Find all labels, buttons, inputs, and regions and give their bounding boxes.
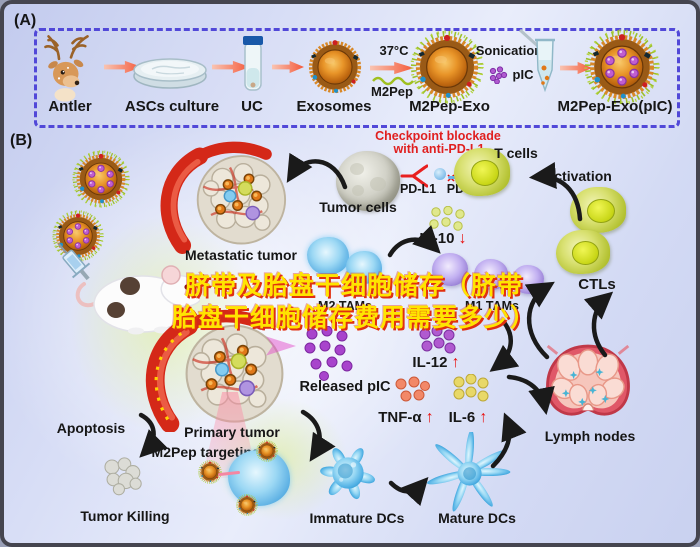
step-label-ascs-culture: ASCs culture [124, 98, 220, 115]
m2pep-exosome-icon [410, 30, 484, 104]
arrow-activation [528, 162, 583, 222]
up-arrow-icon: ↑ [451, 354, 460, 371]
sonication-label: Sonication [475, 43, 543, 58]
primary-tumor-label: Primary tumor [184, 424, 280, 440]
apoptosis-label: Apoptosis [56, 420, 126, 436]
tumor-cell [336, 151, 400, 211]
temperature-label: 37°C [379, 43, 409, 58]
cytokine-dots-orange [395, 376, 430, 402]
step-label-uc: UC [241, 98, 263, 115]
sonication-tube-icon [535, 38, 555, 93]
released-pic-label: Released pIC [299, 379, 391, 395]
checkpoint-label-line1: Checkpoint blockade [375, 129, 501, 143]
watermark-line1: 脐带及胎盘干细胞储存（脐带 [184, 272, 523, 300]
m2pep-peptide-icon [372, 76, 414, 86]
arrow-il6-to-lymph [506, 374, 555, 415]
step-label-m2pep-exo: M2Pep-Exo [409, 98, 490, 115]
arrow-tumorcells-to-metastatic [286, 152, 348, 190]
up-arrow-icon: ↑ [425, 409, 434, 426]
tumor-cells-label: Tumor cells [319, 199, 397, 215]
checkpoint-label-line2: with anti-PD-L1 [393, 142, 485, 156]
arrow-mature-to-lymph [490, 412, 527, 469]
petri-dish-icon [133, 58, 207, 89]
arrow-apoptosis [138, 412, 168, 458]
cytokine-dots-purple [419, 326, 456, 354]
lymph-node-icon [546, 344, 630, 416]
m2pep-label: M2Pep [371, 84, 413, 99]
step-label-antler: Antler [48, 98, 92, 115]
il6-label: IL-6 ↑ [448, 409, 488, 426]
step-label-exosomes: Exosomes [296, 98, 372, 115]
apoptotic-cell-icon [104, 457, 142, 496]
mouse-icon [75, 265, 200, 335]
blockade-x-icon: ✕ [446, 173, 456, 185]
pd-l1-label: PD-L1 [399, 182, 437, 196]
immature-dcs-label: Immature DCs [309, 510, 405, 526]
m1-tam-cell [432, 253, 468, 286]
arrow-lymph-to-ctls-left [524, 281, 555, 360]
lymph-nodes-label: Lymph nodes [544, 428, 636, 444]
down-arrow-icon: ↓ [458, 230, 467, 247]
arrow-immature-to-mature [388, 477, 429, 507]
targeted-macrophage-cell [228, 450, 290, 506]
pd-l1-ligand-icon [434, 168, 446, 180]
syringe-icon [57, 242, 91, 281]
ctl-cell [556, 230, 610, 274]
released-pic-dots [304, 326, 353, 381]
up-arrow-icon: ↑ [479, 409, 488, 426]
il12-label: IL-12 ↑ [412, 354, 460, 371]
pic-label: pIC [512, 67, 534, 82]
m1-tam-cell [474, 259, 508, 290]
flow-arrows-overlay [138, 152, 614, 507]
panel-b-tag: (B) [10, 132, 33, 149]
m2pep-exo-pic-icon [584, 29, 660, 105]
arrow-m1-to-il12 [489, 318, 520, 372]
m2-tam-cell [307, 237, 349, 275]
arrow-m2-to-m1 [387, 225, 441, 258]
exosome-icon [308, 38, 362, 95]
pic-molecules-icon [489, 66, 508, 84]
step-label-m2pep-exo-pic: M2Pep-Exo(pIC) [557, 98, 673, 115]
deer-icon [44, 35, 89, 102]
arrow-pic-to-immature-dc [300, 409, 336, 462]
metastatic-tumor-label: Metastatic tumor [184, 247, 298, 263]
cytokine-dots-yellow [453, 374, 489, 402]
tnf-label: TNF-α ↑ [378, 409, 434, 426]
m2-tams-label: M2 TAMs [318, 299, 372, 313]
m1-tams-label: M1 TAMs [465, 299, 519, 313]
tumor-killing-label: Tumor Killing [80, 508, 170, 524]
panel-a-tag: (A) [14, 12, 37, 29]
watermark-line2: 胎盘干细胞储存费用需要多少） [171, 304, 536, 332]
arrow-lymph-to-ctls-right [583, 291, 614, 358]
centrifuge-tube-icon [243, 36, 263, 91]
antibody-icon [400, 164, 428, 188]
m2-tam-cell [346, 251, 382, 284]
m2pep-targeting-label: M2Pep targeting [151, 444, 261, 460]
t-cell [454, 148, 510, 196]
mature-dcs-label: Mature DCs [438, 510, 516, 526]
t-cells-label: T cells [494, 145, 538, 161]
primary-tumor-icon [137, 307, 307, 432]
ctls-label: CTLs [578, 276, 616, 293]
